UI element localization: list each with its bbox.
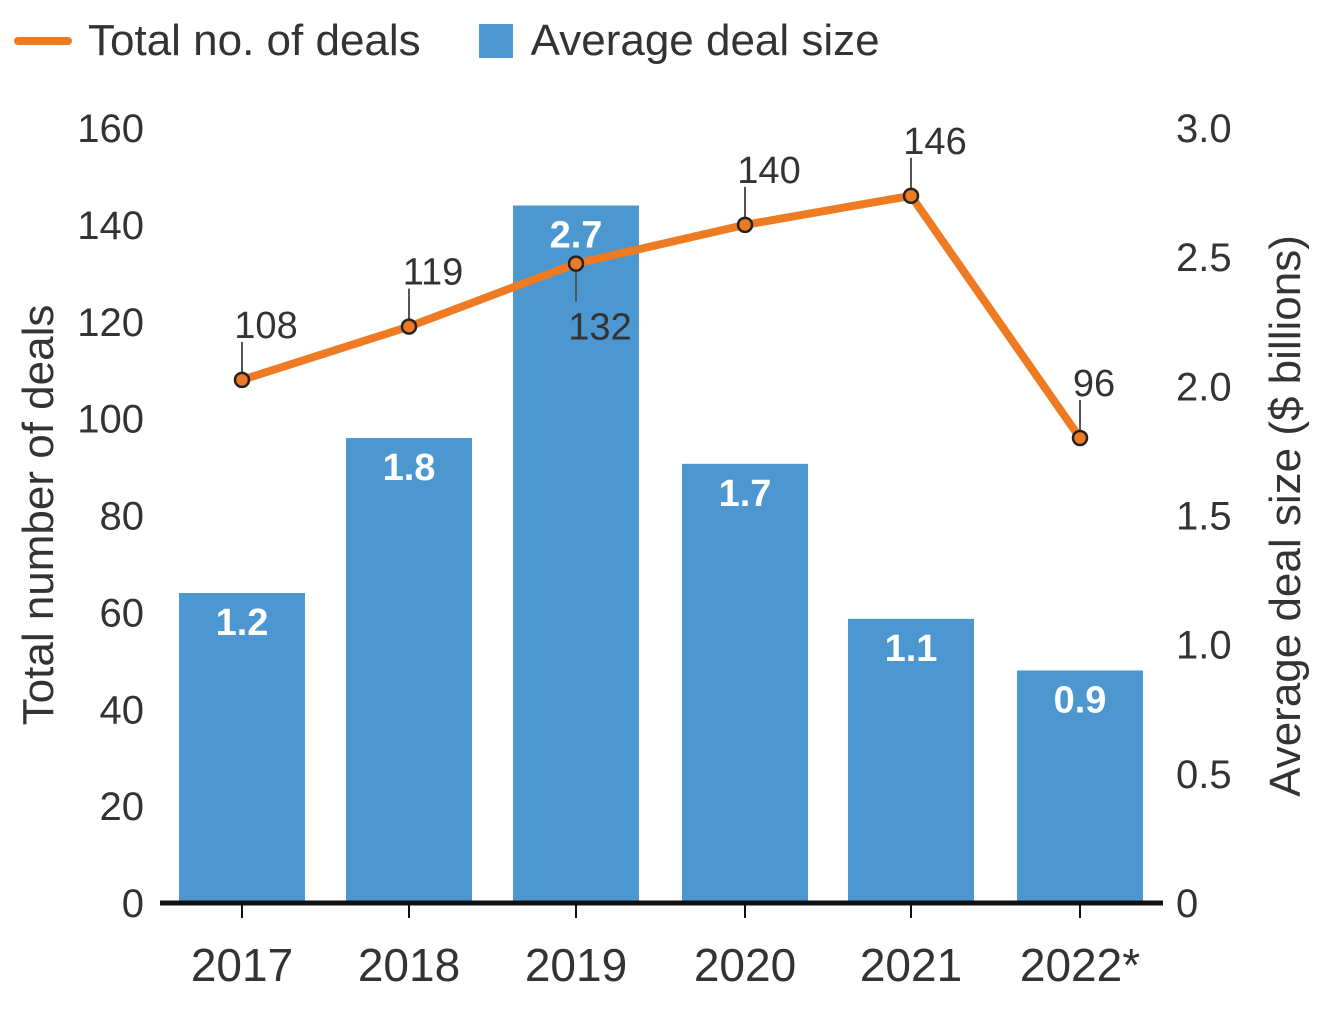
bar-2021: [848, 618, 974, 903]
bar-label-2020: 1.7: [719, 473, 772, 515]
left-tick-100: 100: [77, 398, 144, 442]
left-y-axis: 0 20 40 60 80 100 120 140 160: [77, 107, 144, 926]
right-y-axis: 0 0.5 1.0 1.5 2.0 2.5 3.0: [1176, 107, 1232, 926]
bar-series: [179, 205, 1143, 903]
line-label-2017: 108: [234, 305, 297, 347]
right-tick-1.5: 1.5: [1176, 495, 1232, 539]
right-tick-3.0: 3.0: [1176, 107, 1232, 151]
left-tick-120: 120: [77, 301, 144, 345]
legend-line-swatch: [14, 37, 72, 45]
line-point-2017: [233, 371, 251, 389]
left-tick-160: 160: [77, 107, 144, 151]
legend-label-total-deals: Total no. of deals: [88, 16, 421, 65]
x-axis: 2017 2018 2019 2020 2021 2022*: [160, 900, 1163, 991]
left-tick-80: 80: [100, 495, 145, 539]
right-axis-title: Average deal size ($ billions): [1261, 235, 1310, 797]
left-tick-140: 140: [77, 204, 144, 248]
bar-label-2022*: 0.9: [1054, 680, 1107, 722]
bar-2018: [346, 438, 472, 903]
line-point-2020: [736, 216, 754, 234]
right-tick-2.5: 2.5: [1176, 236, 1232, 280]
bar-2022*: [1017, 670, 1143, 903]
right-tick-1.0: 1.0: [1176, 624, 1232, 668]
bar-2019: [513, 205, 639, 903]
line-point-2019: [567, 255, 585, 272]
line-point-2021: [902, 187, 920, 205]
line-label-2022*: 96: [1073, 363, 1115, 405]
legend-label-average-deal-size: Average deal size: [530, 16, 880, 65]
line-label-2021: 146: [903, 121, 966, 163]
line-label-2019: 132: [568, 307, 631, 349]
line-label-2018: 119: [403, 252, 464, 294]
deals-line: [238, 191, 1084, 442]
x-tick-label-2019: 2019: [525, 939, 627, 991]
left-axis-title: Total number of deals: [14, 305, 63, 726]
line-point-2022*: [1071, 429, 1089, 447]
line-series: 108 119 132 140 146 96: [233, 121, 1115, 447]
x-tick-label-2020: 2020: [694, 939, 796, 991]
x-tick-label-2017: 2017: [191, 939, 293, 991]
legend-item-total-deals: Total no. of deals: [14, 16, 421, 66]
right-tick-0.5: 0.5: [1176, 753, 1232, 797]
line-point-2018: [400, 318, 418, 335]
left-tick-60: 60: [100, 591, 145, 635]
right-tick-0: 0: [1176, 882, 1198, 926]
bar-label-2021: 1.1: [885, 628, 938, 670]
left-tick-40: 40: [100, 688, 145, 732]
bar-value-labels: 1.2 1.8 2.7 1.7 1.1 0.9: [216, 215, 1107, 722]
left-tick-0: 0: [122, 882, 144, 926]
bar-label-2018: 1.8: [383, 447, 436, 489]
legend-item-average-deal-size: Average deal size: [478, 16, 880, 66]
bar-2020: [682, 463, 808, 903]
x-tick-label-2021: 2021: [860, 939, 962, 991]
bar-label-2019: 2.7: [550, 215, 603, 257]
legend-bar-swatch: [478, 24, 513, 58]
x-tick-label-2018: 2018: [358, 939, 460, 991]
line-label-2020: 140: [737, 150, 800, 192]
right-tick-2.0: 2.0: [1176, 365, 1232, 409]
bar-2017: [179, 593, 305, 903]
x-tick-label-2022*: 2022*: [1020, 939, 1140, 991]
chart-legend: Total no. of deals Average deal size: [14, 10, 938, 72]
bar-label-2017: 1.2: [216, 602, 269, 644]
left-tick-20: 20: [100, 785, 145, 829]
